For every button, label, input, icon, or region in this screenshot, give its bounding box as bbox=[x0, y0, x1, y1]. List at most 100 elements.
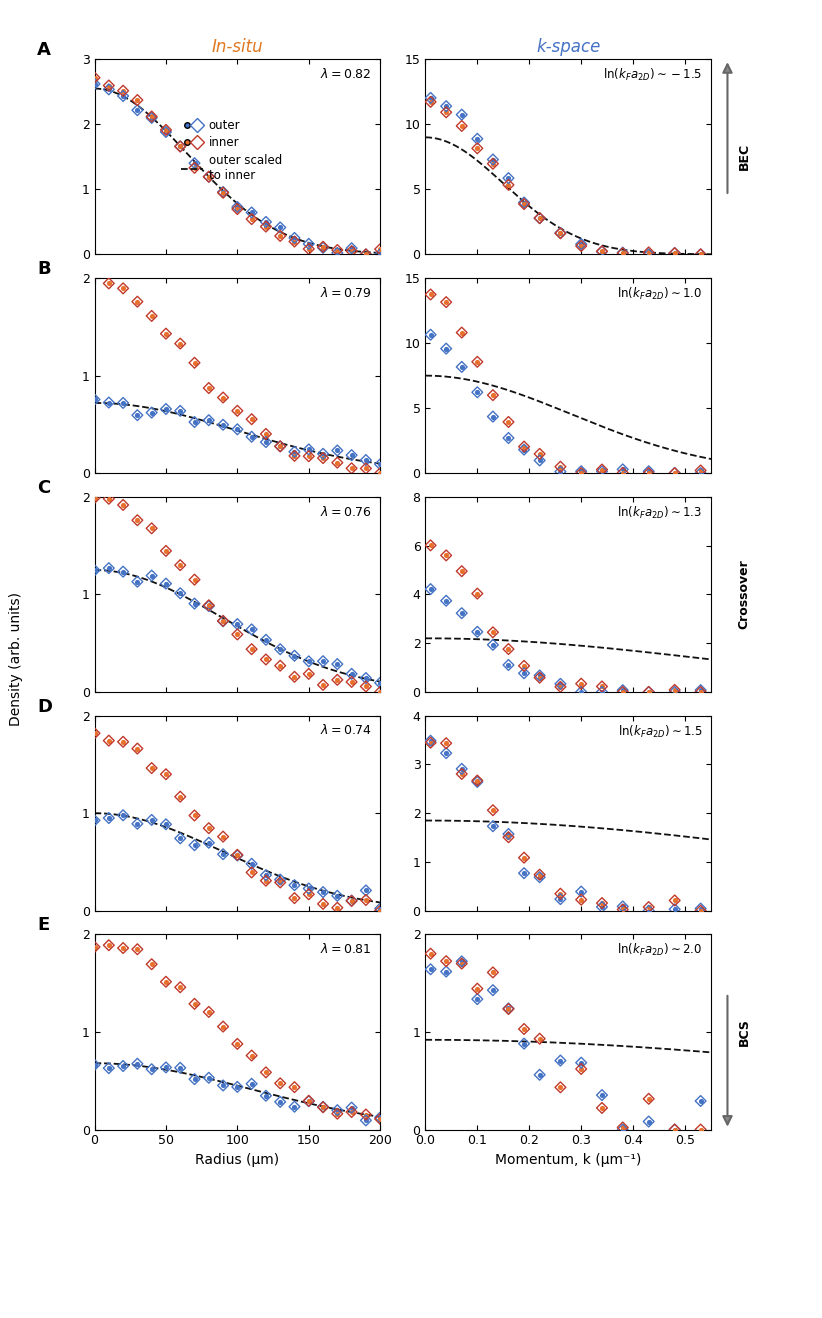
Point bbox=[288, 875, 301, 896]
Point bbox=[575, 461, 588, 482]
Point bbox=[231, 614, 244, 635]
Point bbox=[131, 738, 144, 759]
Point bbox=[302, 663, 316, 684]
Point bbox=[117, 937, 130, 958]
Point bbox=[575, 1058, 588, 1079]
Point bbox=[231, 845, 244, 866]
Point bbox=[487, 406, 500, 427]
Point bbox=[188, 569, 201, 590]
Point bbox=[359, 676, 372, 697]
Point bbox=[359, 1110, 372, 1131]
Point bbox=[274, 217, 287, 239]
Point bbox=[102, 1057, 115, 1078]
Point bbox=[288, 667, 301, 688]
Point bbox=[424, 91, 437, 112]
Point bbox=[302, 239, 316, 260]
Point bbox=[694, 681, 707, 702]
Point bbox=[288, 875, 301, 896]
Point bbox=[373, 244, 386, 265]
Point bbox=[245, 619, 258, 641]
Point bbox=[259, 211, 272, 232]
Point bbox=[373, 1108, 386, 1130]
Point bbox=[502, 999, 515, 1020]
Text: $\lambda = 0.81$: $\lambda = 0.81$ bbox=[320, 942, 372, 957]
Point bbox=[173, 977, 187, 998]
Point bbox=[668, 1119, 681, 1140]
Point bbox=[288, 445, 301, 467]
Point bbox=[145, 107, 158, 128]
Point bbox=[302, 233, 316, 254]
Point bbox=[202, 377, 215, 398]
Point bbox=[216, 610, 229, 631]
Point bbox=[424, 944, 437, 965]
Point bbox=[616, 1116, 630, 1137]
Point bbox=[502, 167, 515, 188]
Point bbox=[642, 681, 655, 702]
Point bbox=[424, 283, 437, 304]
Point bbox=[424, 958, 437, 979]
Point bbox=[316, 1097, 330, 1118]
Point bbox=[345, 444, 358, 465]
Point bbox=[575, 463, 588, 484]
Point bbox=[188, 352, 201, 373]
Point bbox=[373, 1108, 386, 1130]
Point bbox=[102, 391, 115, 413]
Point bbox=[554, 676, 567, 697]
Point bbox=[595, 241, 608, 262]
Text: A: A bbox=[38, 41, 51, 59]
Point bbox=[274, 436, 287, 457]
Point bbox=[188, 411, 201, 432]
Point bbox=[88, 937, 101, 958]
Point bbox=[131, 738, 144, 759]
Point bbox=[518, 192, 531, 214]
Point bbox=[288, 1077, 301, 1098]
Point bbox=[424, 733, 437, 754]
Point bbox=[145, 306, 158, 327]
Point bbox=[316, 448, 330, 469]
Point bbox=[145, 105, 158, 127]
Point bbox=[455, 322, 469, 343]
Point bbox=[668, 1119, 681, 1140]
Point bbox=[487, 979, 500, 1000]
Point bbox=[440, 101, 453, 123]
Point bbox=[88, 389, 101, 410]
Point bbox=[424, 91, 437, 112]
Point bbox=[274, 436, 287, 457]
Point bbox=[440, 590, 453, 612]
Point bbox=[330, 243, 344, 264]
Text: $\lambda = 0.74$: $\lambda = 0.74$ bbox=[321, 724, 372, 738]
Point bbox=[424, 579, 437, 600]
Point bbox=[202, 817, 215, 838]
Point bbox=[117, 731, 130, 753]
Point bbox=[502, 655, 515, 676]
Point bbox=[102, 934, 115, 956]
Point bbox=[288, 1077, 301, 1098]
Point bbox=[117, 278, 130, 299]
Point bbox=[274, 1091, 287, 1112]
Point bbox=[145, 518, 158, 539]
Point bbox=[455, 116, 469, 137]
Point bbox=[668, 679, 681, 700]
Point bbox=[131, 291, 144, 312]
Point bbox=[694, 460, 707, 481]
Point bbox=[694, 1119, 707, 1140]
Point bbox=[202, 596, 215, 617]
Point bbox=[533, 867, 546, 888]
Point bbox=[145, 518, 158, 539]
Point bbox=[159, 573, 173, 594]
Point bbox=[188, 1069, 201, 1090]
Point bbox=[424, 733, 437, 754]
Point bbox=[471, 128, 484, 149]
Point bbox=[518, 655, 531, 676]
Point bbox=[102, 488, 115, 509]
Point bbox=[471, 988, 484, 1010]
Point bbox=[88, 809, 101, 830]
Point bbox=[694, 680, 707, 701]
Point bbox=[616, 1119, 630, 1140]
Point bbox=[359, 880, 372, 902]
Point bbox=[440, 733, 453, 754]
Point bbox=[471, 621, 484, 642]
Point bbox=[668, 243, 681, 264]
Point bbox=[330, 440, 344, 461]
Point bbox=[145, 402, 158, 423]
